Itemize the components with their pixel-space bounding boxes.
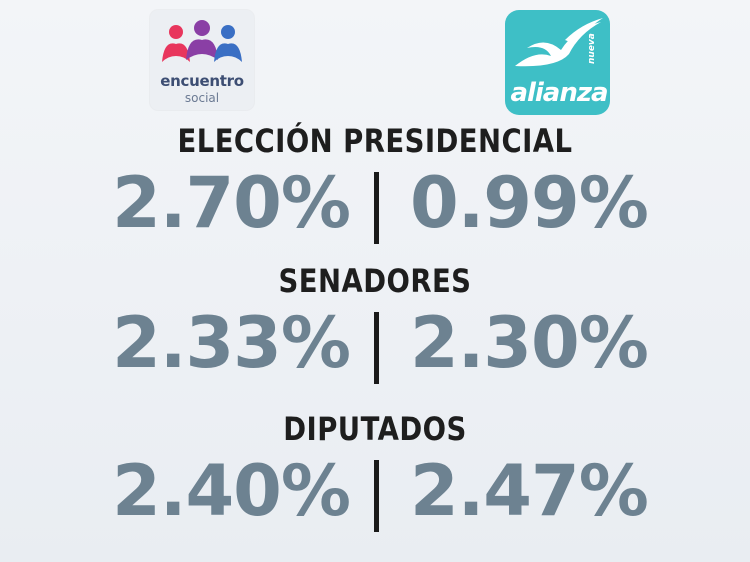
deputies-encuentro-value: 2.40% bbox=[112, 450, 351, 532]
senators-divider bbox=[374, 312, 379, 384]
alianza-logo-word: alianza bbox=[510, 78, 608, 108]
bird-swoosh-icon bbox=[515, 18, 603, 67]
deputies-divider bbox=[374, 460, 379, 532]
encuentro-logo-word: encuentro bbox=[160, 72, 244, 90]
encuentro-social-logo: encuentro social bbox=[150, 10, 254, 110]
three-people-icon bbox=[162, 20, 242, 62]
senators-alianza-value: 2.30% bbox=[410, 302, 649, 384]
presidential-heading: ELECCIÓN PRESIDENCIAL bbox=[177, 122, 573, 160]
social-logo-word: social bbox=[184, 91, 220, 105]
nueva-alianza-logo: nueva alianza bbox=[505, 10, 610, 115]
deputies-alianza-value: 2.47% bbox=[410, 450, 649, 532]
presidential-alianza-value: 0.99% bbox=[410, 162, 649, 244]
presidential-divider bbox=[374, 172, 379, 244]
senators-heading: SENADORES bbox=[278, 262, 472, 300]
deputies-heading: DIPUTADOS bbox=[283, 410, 467, 448]
nueva-logo-word: nueva bbox=[587, 33, 597, 64]
senators-encuentro-value: 2.33% bbox=[112, 302, 351, 384]
presidential-encuentro-value: 2.70% bbox=[112, 162, 351, 244]
